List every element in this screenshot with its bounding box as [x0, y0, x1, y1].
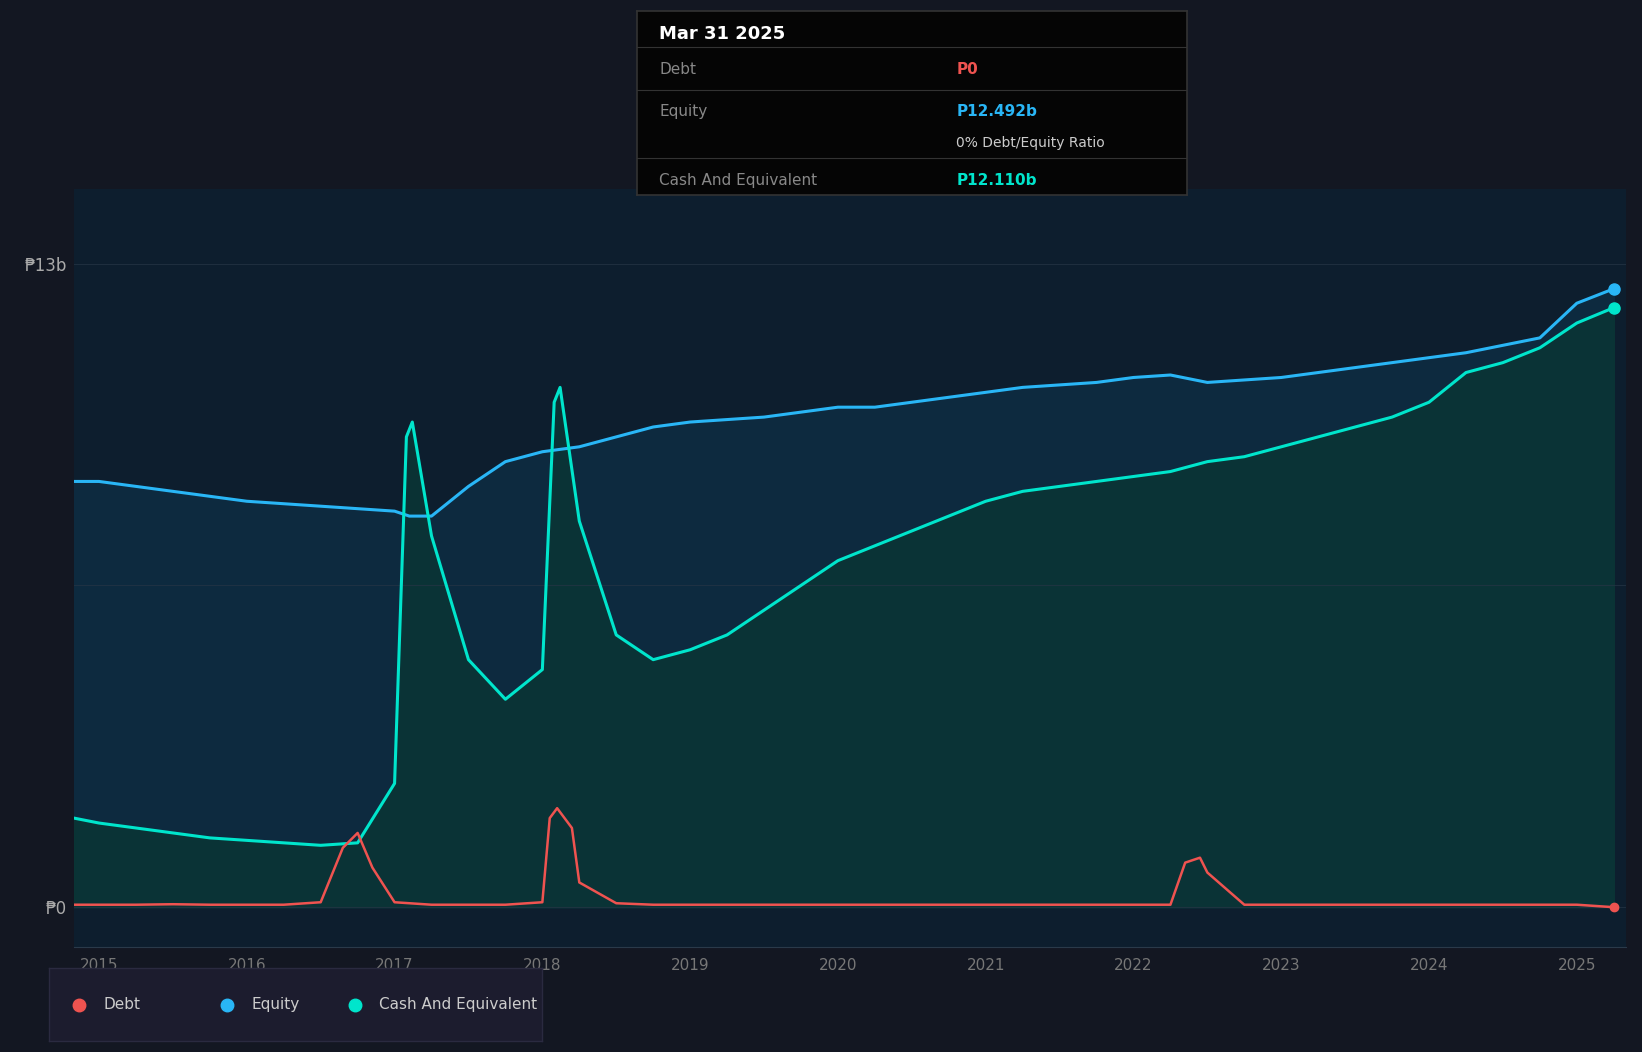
Text: P12.110b: P12.110b — [956, 173, 1036, 187]
Text: Equity: Equity — [251, 997, 299, 1012]
Text: Debt: Debt — [658, 62, 696, 77]
Text: Mar 31 2025: Mar 31 2025 — [658, 25, 785, 43]
Text: P0: P0 — [956, 62, 979, 77]
Text: Cash And Equivalent: Cash And Equivalent — [379, 997, 537, 1012]
Text: 0% Debt/Equity Ratio: 0% Debt/Equity Ratio — [956, 136, 1105, 149]
Text: Cash And Equivalent: Cash And Equivalent — [658, 173, 818, 187]
Text: P12.492b: P12.492b — [956, 104, 1038, 120]
Text: Debt: Debt — [103, 997, 141, 1012]
Text: Equity: Equity — [658, 104, 708, 120]
